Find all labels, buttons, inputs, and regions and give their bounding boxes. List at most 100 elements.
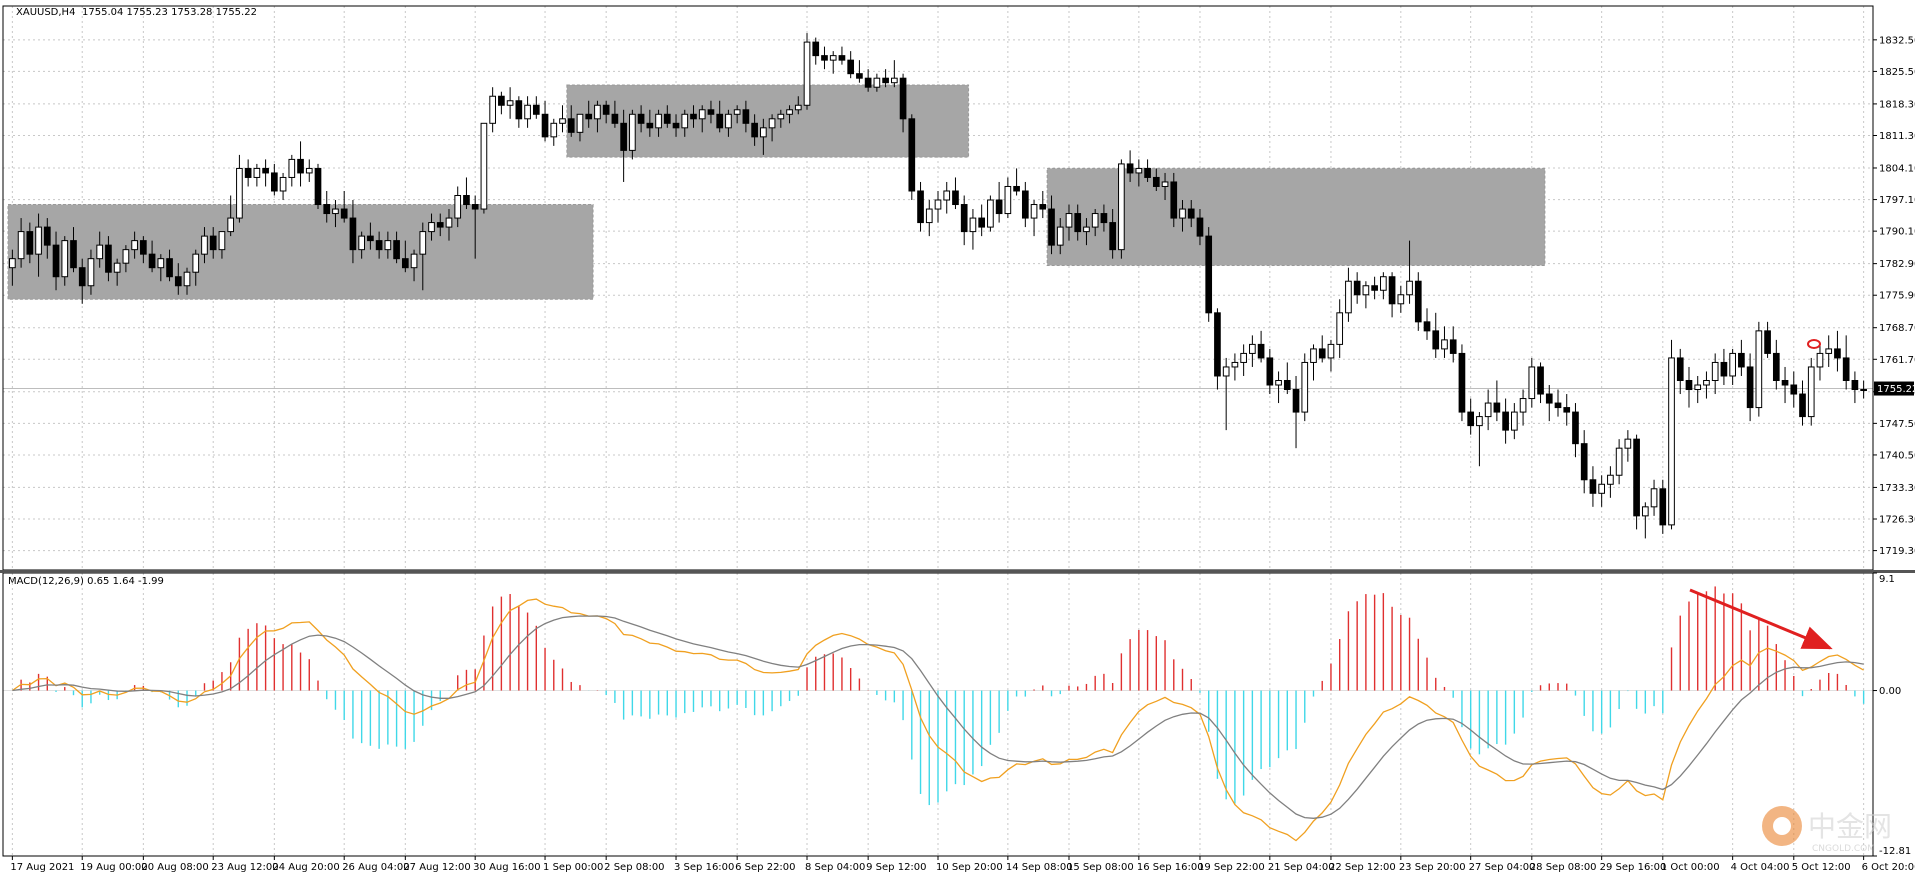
candle-bear [1039,204,1047,210]
candle-bear [585,113,593,120]
candle [192,249,200,286]
candle-bull [1860,389,1867,392]
ohlc-readout: 1755.04 1755.23 1753.28 1755.22 [82,7,257,18]
candle-bull [1275,379,1282,386]
candle-bull [1161,181,1169,187]
candle [209,227,217,259]
candle-bear [26,231,34,255]
x-tick-label: 28 Sep 08:00 [1530,862,1597,873]
candle [131,231,138,259]
candle-bull [17,231,25,260]
candle [174,263,182,295]
candle-bear [1266,357,1274,386]
y-tick-label: 1740.50 [1879,450,1915,461]
candle-bull [524,104,531,120]
candle [271,163,278,196]
candle [1118,159,1125,259]
candle [1327,339,1335,372]
y-tick-label: 1832.50 [1879,35,1915,46]
candle [1781,366,1789,404]
candle [1511,403,1518,440]
candle-bull [358,235,366,251]
candle [236,154,243,223]
candle [349,200,357,264]
candle [1607,466,1614,498]
candle [9,249,16,286]
candle [1266,348,1274,395]
candle [445,209,453,241]
candle-bull [419,231,427,255]
candle-bear [367,235,374,242]
candle-bull [1310,348,1317,363]
candle-bear [1048,208,1055,246]
macd-y-tick-label: 0.00 [1879,686,1901,697]
candle [611,100,619,128]
candle-bear [637,113,645,124]
candle-bull [934,199,942,210]
candle-bull [1650,488,1658,508]
candle-bull [1336,312,1344,345]
candle [690,105,697,128]
candle-bear [1414,280,1422,323]
candle-bear [751,122,758,138]
candle [1729,348,1736,386]
watermark-brand: 中金网 [1808,810,1892,843]
x-tick-label: 10 Sep 20:00 [936,862,1003,873]
candle [646,109,654,137]
candle-bear [663,113,671,124]
candle-bear [812,41,820,57]
candle [384,231,392,259]
macd-title: MACD(12,26,9) 0.65 1.64 -1.99 [8,576,164,587]
candle [61,236,69,286]
candle [410,249,418,282]
last-price-badge [1874,381,1914,396]
candle [1860,380,1867,399]
candle [960,195,968,246]
candle-bull [288,158,296,178]
candle [166,249,173,282]
candle [1353,272,1361,304]
candle-bear [1746,366,1754,409]
y-tick-label: 1761.70 [1879,355,1915,366]
candle [987,195,994,232]
candle [733,105,741,124]
candle-bull [1511,411,1518,431]
candle [1362,281,1370,309]
candle [899,73,907,133]
candle [1109,209,1116,259]
candle-bull [1030,204,1038,219]
candle-bull [1091,213,1099,228]
candle [1091,209,1099,237]
x-tick-label: 15 Sep 08:00 [1067,862,1134,873]
candle [148,240,156,273]
candle-bull [594,104,601,120]
candle [1187,200,1195,228]
candle [1738,339,1745,376]
candle [698,105,706,133]
candle-bear [1676,357,1684,381]
candle-bull [1240,352,1247,363]
x-tick-label: 20 Aug 08:00 [141,862,208,873]
candle [1414,272,1422,331]
candle-bear [978,217,985,228]
candle [1205,227,1213,322]
candle [1310,344,1317,381]
candle [262,159,269,187]
candle-bull [183,271,191,287]
candle-bull [1056,226,1064,246]
candle-bear [882,77,889,84]
candle-bull [454,195,462,219]
candle [1406,240,1413,304]
candle-bull [1484,402,1492,418]
candle [1179,200,1186,232]
candle-bear [1021,190,1029,219]
candle-bear [1013,185,1020,192]
candle [1083,218,1090,246]
candle [786,105,793,124]
candle [829,51,837,74]
candle-bull [1441,339,1448,350]
candle [332,200,339,228]
candle [532,96,540,119]
